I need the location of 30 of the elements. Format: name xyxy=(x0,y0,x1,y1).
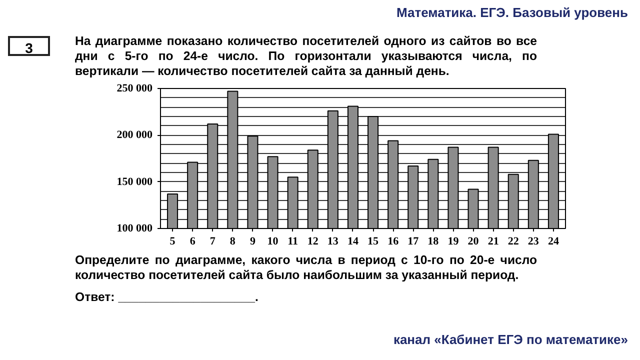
x-tick-label: 12 xyxy=(307,236,319,248)
text: канал «Кабинет ЕГЭ по математике» xyxy=(393,331,628,349)
x-tick-label: 8 xyxy=(230,236,236,248)
x-tick-label: 24 xyxy=(548,236,560,248)
x-tick-label: 10 xyxy=(267,236,279,248)
y-tick-label: 150 000 xyxy=(116,176,153,188)
x-tick-label: 9 xyxy=(250,236,256,248)
x-tick-label: 21 xyxy=(488,236,499,248)
x-tick-label: 15 xyxy=(368,236,380,248)
y-tick-label: 100 000 xyxy=(116,222,153,234)
text: 3 xyxy=(8,36,50,56)
x-tick-label: 20 xyxy=(468,236,480,248)
x-tick-label: 22 xyxy=(508,236,520,248)
x-tick-label: 7 xyxy=(210,236,216,248)
x-tick-label: 23 xyxy=(528,236,540,248)
x-tick-label: 14 xyxy=(347,236,359,248)
text: Определите по диаграмме, какого числа в период с 10-го по 20-е число количество посетителей сайта было наибольшим за указанный период. xyxy=(75,253,537,283)
y-tick-label: 200 000 xyxy=(116,129,153,142)
x-tick-label: 6 xyxy=(190,236,196,248)
x-tick-label: 18 xyxy=(428,236,440,248)
x-tick-label: 11 xyxy=(288,236,298,248)
x-tick-label: 17 xyxy=(408,236,420,248)
x-tick-label: 16 xyxy=(388,236,400,248)
text: Математика. ЕГЭ. Базовый уровень xyxy=(396,4,628,22)
chart-title: На диаграмме показано количество посетителей одного из сайтов во все дни с 5-го по 24-е число. По горизонтали указываются числа, по вертикали — количество посетителей сайта за данный день. xyxy=(75,34,537,79)
y-tick-label: 250 000 xyxy=(116,82,153,94)
x-tick-label: 19 xyxy=(448,236,460,248)
x-tick-label: 5 xyxy=(170,236,176,248)
text: Ответ: ____________________. xyxy=(75,289,258,306)
x-tick-label: 13 xyxy=(327,236,339,248)
